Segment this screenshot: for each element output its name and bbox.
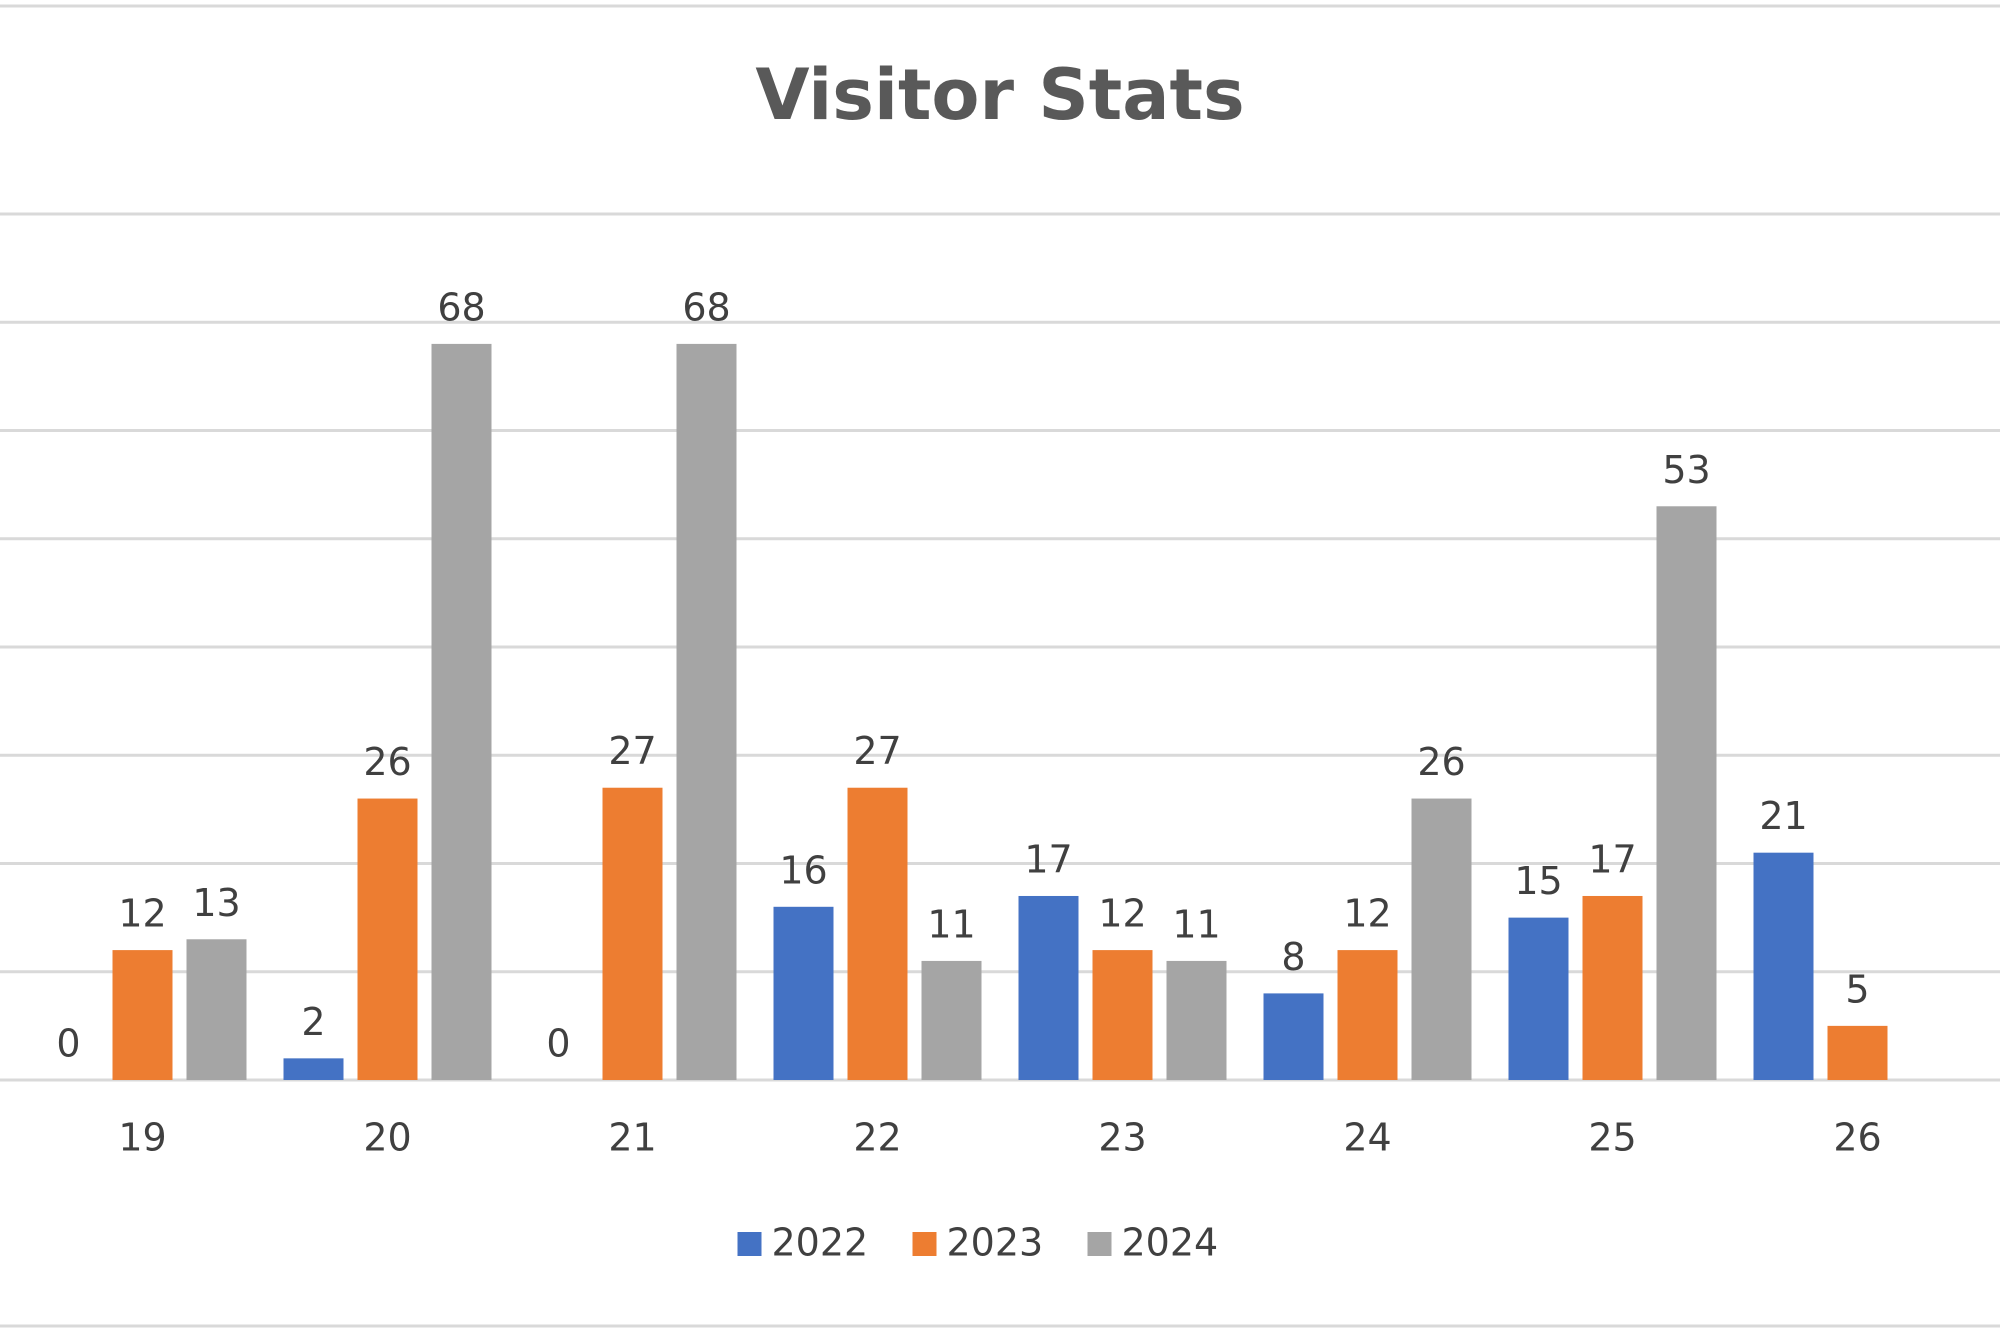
bar [357,798,418,1080]
x-tick-label: 21 [608,1116,656,1160]
data-label: 13 [192,881,240,925]
data-label: 11 [1172,902,1220,946]
bar [1411,798,1472,1080]
legend-swatch [912,1232,937,1256]
bar [602,787,663,1080]
legend-label: 2022 [772,1221,869,1265]
legend-swatch [737,1232,762,1256]
bar [186,939,247,1080]
bar [1582,895,1643,1080]
data-label: 26 [1417,740,1465,784]
bar [283,1058,344,1080]
legend-label: 2023 [947,1221,1044,1265]
data-label: 11 [927,902,975,946]
data-label: 53 [1662,448,1710,492]
data-label: 68 [437,285,485,329]
data-label: 16 [779,848,827,892]
legend-label: 2024 [1122,1221,1219,1265]
legend-swatch [1087,1232,1112,1256]
data-label: 12 [1343,892,1391,936]
data-label: 26 [363,740,411,784]
bar [431,343,492,1080]
bar [773,906,834,1080]
bar [676,343,737,1080]
data-label: 12 [1098,892,1146,936]
bar [1827,1025,1888,1080]
bar [1753,852,1814,1080]
chart-title: Visitor Stats [755,54,1244,136]
bar [1656,506,1717,1080]
data-label: 27 [853,729,901,773]
data-label: 8 [1281,935,1305,979]
bar [847,787,908,1080]
x-tick-label: 26 [1833,1116,1881,1160]
x-tick-label: 19 [118,1116,166,1160]
data-label: 17 [1588,837,1636,881]
bar [1508,917,1569,1080]
x-tick-label: 23 [1098,1116,1146,1160]
data-label: 15 [1514,859,1562,903]
data-label: 21 [1759,794,1807,838]
data-label: 68 [682,285,730,329]
x-tick-label: 24 [1343,1116,1391,1160]
data-label: 2 [301,1000,325,1044]
x-tick-label: 25 [1588,1116,1636,1160]
data-label: 5 [1845,967,1869,1011]
data-label: 27 [608,729,656,773]
data-label: 0 [546,1022,570,1066]
bar [1263,993,1324,1080]
bar [1337,950,1398,1080]
x-tick-label: 22 [853,1116,901,1160]
data-label: 0 [56,1022,80,1066]
bar [921,960,982,1080]
data-label: 12 [118,892,166,936]
bar [1166,960,1227,1080]
x-tick-label: 20 [363,1116,411,1160]
data-label: 17 [1024,837,1072,881]
bar [1018,895,1079,1080]
bar [112,950,173,1080]
bar [1092,950,1153,1080]
